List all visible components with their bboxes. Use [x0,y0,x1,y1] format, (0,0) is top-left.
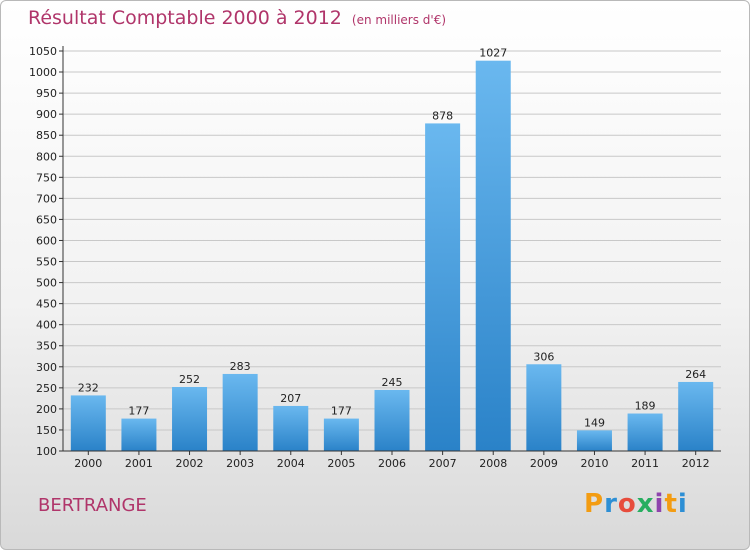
chart-title: Résultat Comptable 2000 à 2012 (en millie… [28,7,446,29]
x-axis: 2000 2001 2002 2003 2004 2005 2006 2007 2008 2009… [63,450,721,470]
bar-value-label: 189 [635,400,656,413]
bar-2010 [576,430,612,451]
bar-2008 [475,60,511,452]
y-tick-label: 450 [36,298,57,311]
x-tick-label: 2001 [125,457,153,470]
bar-2011 [627,413,663,451]
y-axis: 100 150 200 250 300 350 400 450 500 550 600 650 700 7… [29,45,64,458]
bar-value-label: 245 [382,376,403,389]
x-tick-label: 2005 [327,457,355,470]
x-tick-label: 2004 [277,457,305,470]
bar-value-label: 1027 [479,47,507,60]
x-tick-label: 2010 [580,457,608,470]
x-tick-label: 2009 [530,457,558,470]
x-tick-label: 2008 [479,457,507,470]
bar-value-label: 232 [78,381,99,394]
bar-2009 [526,364,562,451]
y-tick-label: 850 [36,129,57,142]
logo-letter: i [654,489,665,519]
bar-2004 [273,405,309,451]
x-tick-label: 2002 [176,457,204,470]
bar-value-label: 264 [685,368,706,381]
x-tick-label: 2000 [74,457,102,470]
x-tick-label: 2003 [226,457,254,470]
logo-letter: o [617,489,637,519]
y-tick-label: 650 [36,213,57,226]
location-name: BERTRANGE [38,495,147,516]
chart-title-text: Résultat Comptable 2000 à 2012 [28,7,342,29]
bar-2000 [70,395,106,451]
y-tick-label: 250 [36,382,57,395]
y-gridlines [63,50,721,452]
y-tick-label: 200 [36,403,57,416]
y-tick-label: 950 [36,87,57,100]
x-tick-label: 2006 [378,457,406,470]
bar-value-label: 207 [280,392,301,405]
bar-2007 [425,123,461,451]
logo-letter: t [664,489,678,519]
y-tick-label: 350 [36,340,57,353]
bar-value-label: 306 [533,350,554,363]
y-tick-label: 150 [36,424,57,437]
logo-letter: P [584,489,605,519]
y-tick-label: 750 [36,171,57,184]
chart-subtitle: (en milliers d'€) [351,13,447,27]
y-tick-label: 900 [36,108,57,121]
y-tick-label: 500 [36,277,57,290]
bar-value-label: 283 [230,360,251,373]
bar-value-label: 252 [179,373,200,386]
bar-2003 [222,373,258,451]
y-tick-label: 800 [36,150,57,163]
bar-value-label: 149 [584,416,605,429]
x-tick-label: 2007 [429,457,457,470]
x-tick-label: 2012 [682,457,710,470]
y-tick-label: 550 [36,256,57,269]
bar-2006 [374,389,410,451]
y-tick-label: 1050 [29,45,57,58]
bar-2002 [172,387,208,451]
logo-letter: i [677,489,688,519]
logo-letter: x [636,489,655,519]
y-tick-label: 700 [36,192,57,205]
y-tick-label: 1000 [29,66,57,79]
y-tick-label: 300 [36,361,57,374]
bar-2001 [121,418,157,451]
y-tick-label: 400 [36,319,57,332]
y-tick-label: 600 [36,234,57,247]
bar-value-label: 878 [432,109,453,122]
bar-2005 [323,418,359,451]
proxiti-logo[interactable]: Proxiti [584,489,688,519]
y-tick-label: 100 [36,445,57,458]
logo-letter: r [604,489,618,519]
bar-value-label: 177 [128,405,149,418]
bars: 232 177 252 283 207 177 245 878 1027 306 149 189 264 [70,47,714,452]
bar-value-label: 177 [331,405,352,418]
x-tick-label: 2011 [631,457,659,470]
bar-2012 [678,381,714,451]
